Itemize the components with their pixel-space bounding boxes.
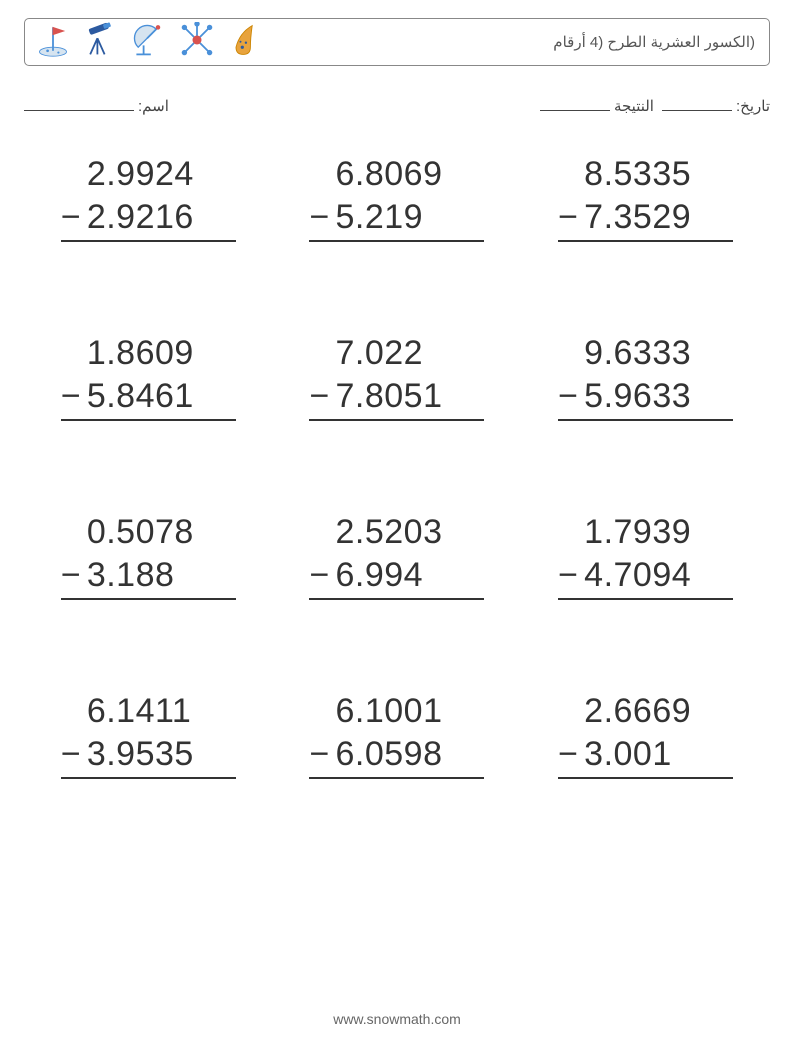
subtrahend-row: − 7.8051 [309,375,484,422]
subtrahend: 3.9535 [87,733,194,776]
subtrahend-row: − 3.9535 [61,733,236,780]
subtrahend-row: − 3.188 [61,554,236,601]
name-label: اسم: [138,97,169,115]
subtrahend: 7.3529 [584,196,691,239]
problems-grid: 2.9924 − 2.9216 6.8069 − 5.219 8.5335 − … [24,153,770,779]
date-label: تاريخ: [736,97,770,115]
problem: 6.1001 − 6.0598 [309,690,484,779]
subtrahend: 5.219 [335,196,423,239]
operator: − [61,196,87,239]
problem: 6.8069 − 5.219 [309,153,484,242]
footer-url: www.snowmath.com [0,1011,794,1027]
minuend: 6.1001 [309,690,484,733]
worksheet-title: (الكسور العشرية الطرح (4 أرقام [553,33,759,51]
score-group: النتيجة [540,96,654,115]
minuend: 2.6669 [558,690,733,733]
subtrahend-row: − 7.3529 [558,196,733,243]
subtrahend-row: − 6.994 [309,554,484,601]
minuend: 0.5078 [61,511,236,554]
score-line [540,96,610,111]
header-box: (الكسور العشرية الطرح (4 أرقام [24,18,770,66]
problem: 2.6669 − 3.001 [558,690,733,779]
subtrahend-row: − 3.001 [558,733,733,780]
operator: − [61,375,87,418]
problem: 9.6333 − 5.9633 [558,332,733,421]
meteor-icon [227,22,263,63]
minuend: 6.8069 [309,153,484,196]
operator: − [309,375,335,418]
score-label: النتيجة [614,97,654,115]
problem: 2.9924 − 2.9216 [61,153,236,242]
operator: − [61,554,87,597]
subtrahend-row: − 5.219 [309,196,484,243]
subtrahend: 4.7094 [584,554,691,597]
atom-icon [179,22,215,63]
subtrahend-row: − 4.7094 [558,554,733,601]
name-line [24,96,134,111]
problem: 8.5335 − 7.3529 [558,153,733,242]
subtrahend: 5.9633 [584,375,691,418]
date-line [662,96,732,111]
problem: 1.8609 − 5.8461 [61,332,236,421]
minuend: 7.022 [309,332,484,375]
subtrahend: 7.8051 [335,375,442,418]
name-group: اسم: [24,96,169,115]
subtrahend: 3.001 [584,733,672,776]
minuend: 8.5335 [558,153,733,196]
problem: 6.1411 − 3.9535 [61,690,236,779]
subtrahend-row: − 2.9216 [61,196,236,243]
operator: − [309,733,335,776]
minuend: 1.7939 [558,511,733,554]
subtrahend: 5.8461 [87,375,194,418]
telescope-icon [83,22,119,63]
minuend: 9.6333 [558,332,733,375]
moon-flag-icon [35,22,71,63]
worksheet-page: (الكسور العشرية الطرح (4 أرقام تاريخ: ال… [0,0,794,1053]
date-group: تاريخ: [662,96,770,115]
operator: − [558,196,584,239]
meta-row: تاريخ: النتيجة اسم: [24,96,770,115]
problem: 0.5078 − 3.188 [61,511,236,600]
minuend: 1.8609 [61,332,236,375]
operator: − [558,554,584,597]
operator: − [309,554,335,597]
subtrahend-row: − 6.0598 [309,733,484,780]
minuend: 2.9924 [61,153,236,196]
subtrahend: 3.188 [87,554,175,597]
subtrahend: 2.9216 [87,196,194,239]
minuend: 6.1411 [61,690,236,733]
problem: 1.7939 − 4.7094 [558,511,733,600]
subtrahend-row: − 5.8461 [61,375,236,422]
header-icons [35,22,263,63]
problem: 2.5203 − 6.994 [309,511,484,600]
subtrahend-row: − 5.9633 [558,375,733,422]
operator: − [558,375,584,418]
subtrahend: 6.994 [335,554,423,597]
operator: − [61,733,87,776]
satellite-dish-icon [131,22,167,63]
problem: 7.022 − 7.8051 [309,332,484,421]
minuend: 2.5203 [309,511,484,554]
operator: − [558,733,584,776]
subtrahend: 6.0598 [335,733,442,776]
operator: − [309,196,335,239]
